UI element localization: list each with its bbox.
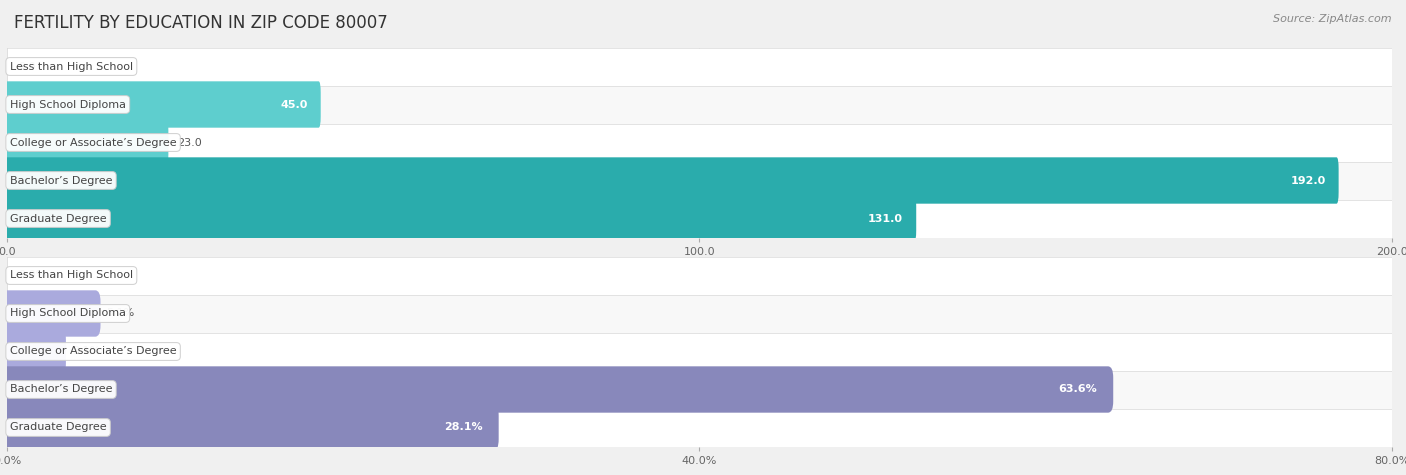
Text: Less than High School: Less than High School [10, 270, 134, 281]
Text: 28.1%: 28.1% [444, 422, 482, 433]
FancyBboxPatch shape [7, 370, 1392, 408]
Text: College or Associate’s Degree: College or Associate’s Degree [10, 137, 176, 148]
Text: Source: ZipAtlas.com: Source: ZipAtlas.com [1274, 14, 1392, 24]
Text: FERTILITY BY EDUCATION IN ZIP CODE 80007: FERTILITY BY EDUCATION IN ZIP CODE 80007 [14, 14, 388, 32]
FancyBboxPatch shape [7, 200, 1392, 238]
FancyBboxPatch shape [6, 119, 169, 166]
FancyBboxPatch shape [7, 86, 1392, 124]
Text: 23.0: 23.0 [177, 137, 202, 148]
FancyBboxPatch shape [7, 124, 1392, 162]
Text: 0.0%: 0.0% [18, 270, 46, 281]
Text: 0.0: 0.0 [18, 61, 35, 72]
FancyBboxPatch shape [1, 328, 66, 375]
FancyBboxPatch shape [7, 162, 1392, 199]
FancyBboxPatch shape [7, 256, 1392, 294]
Text: 5.1%: 5.1% [107, 308, 135, 319]
FancyBboxPatch shape [7, 48, 1392, 86]
Text: High School Diploma: High School Diploma [10, 99, 125, 110]
FancyBboxPatch shape [7, 332, 1392, 371]
FancyBboxPatch shape [1, 366, 1114, 413]
Text: 45.0: 45.0 [280, 99, 308, 110]
Text: High School Diploma: High School Diploma [10, 308, 125, 319]
FancyBboxPatch shape [1, 404, 499, 451]
Text: 192.0: 192.0 [1291, 175, 1326, 186]
FancyBboxPatch shape [6, 195, 917, 242]
FancyBboxPatch shape [7, 408, 1392, 446]
Text: Graduate Degree: Graduate Degree [10, 213, 107, 224]
FancyBboxPatch shape [1, 290, 100, 337]
Text: Bachelor’s Degree: Bachelor’s Degree [10, 384, 112, 395]
FancyBboxPatch shape [7, 294, 1392, 332]
Text: 3.1%: 3.1% [72, 346, 100, 357]
FancyBboxPatch shape [6, 81, 321, 128]
Text: College or Associate’s Degree: College or Associate’s Degree [10, 346, 176, 357]
Text: Graduate Degree: Graduate Degree [10, 422, 107, 433]
Text: 131.0: 131.0 [868, 213, 903, 224]
Text: Less than High School: Less than High School [10, 61, 134, 72]
FancyBboxPatch shape [6, 157, 1339, 204]
Text: Bachelor’s Degree: Bachelor’s Degree [10, 175, 112, 186]
Text: 63.6%: 63.6% [1059, 384, 1097, 395]
